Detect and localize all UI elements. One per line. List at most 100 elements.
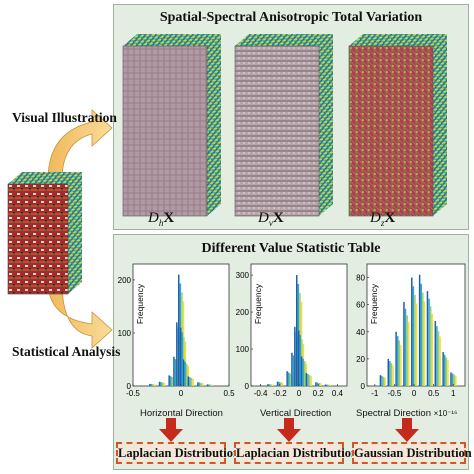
y-axis-label: Frequency [135,283,145,324]
distribution-label-spectral: Gaussian Distribution [352,442,472,464]
x-tick-label: 0.5 [223,389,235,398]
bar [181,332,184,386]
bar [328,384,330,386]
bar [384,377,386,386]
bar [158,381,161,386]
bar [324,384,327,386]
bar [302,358,304,386]
y-tick-label: 100 [118,329,132,338]
x-tick-label: 0 [179,389,184,398]
bar [197,382,199,386]
bar [310,376,312,386]
bar [206,384,209,386]
curved-arrow-down-icon [47,281,113,349]
bar [382,376,385,386]
bar [186,363,188,386]
x-tick-label: 0.2 [313,389,325,398]
bar [160,382,162,386]
bar [270,384,272,386]
bar [286,371,288,386]
bar [300,356,303,386]
bar [292,355,295,386]
visual-illustration-label: Visual Illustration [12,110,117,125]
bar [398,340,401,386]
bar [396,336,399,386]
bar [272,384,274,386]
bar [278,381,280,386]
bar [174,359,177,386]
y-tick-label: 200 [236,308,250,317]
x-tick-label: -0.2 [273,389,287,398]
bar [453,374,455,386]
x-tick-label: -0.5 [388,389,402,398]
bar [437,331,440,386]
bar [422,292,424,386]
bar [176,322,178,386]
bar [315,382,317,386]
y-tick-label: 100 [236,345,250,354]
bar [168,375,170,386]
bar [445,357,448,386]
bar [411,277,413,386]
bar [150,384,153,386]
y-tick-label: 300 [236,271,250,280]
top-panel-title: Spatial-Spectral Anisotropic Total Varia… [159,10,423,25]
histogram-chart-2: 0 100 200 300 -0.4 -0.2 0 0.2 0.4 Frequency [236,263,348,398]
bar [436,326,438,386]
bar [297,330,300,386]
bar [296,275,298,386]
x-tick-label: 1 [451,389,456,398]
x-tick-label: -0.5 [126,389,140,398]
bar [406,315,408,386]
x-tick-label: 0.4 [332,389,344,398]
bar [439,336,441,386]
bar [431,313,434,386]
bar [184,361,186,386]
bar [381,376,383,386]
bar [304,361,306,386]
bar [210,384,212,386]
chart2-xlabel: Vertical Direction [260,408,332,419]
bar [192,378,194,386]
bar [318,382,320,386]
chart1-xlabel: Horizontal Direction [140,408,223,419]
bar [395,331,397,386]
y-axis-label: Frequency [369,283,379,324]
bar [414,294,416,386]
bar [429,306,432,386]
bar [400,344,402,386]
bar [379,375,382,386]
y-tick-label: 0 [361,382,366,391]
bar [179,327,182,386]
bar [423,301,426,386]
bar [267,384,269,386]
source-illustration [7,109,113,349]
bar [320,383,322,386]
bar [299,334,302,386]
bar [450,372,452,386]
chart3-xlabel: Spectral Direction ×10⁻¹⁶ [356,408,458,419]
bar [442,352,444,386]
x-tick-label: 0 [297,389,302,398]
bar [307,374,309,386]
cube-label-dz: DzX [370,210,396,228]
curved-arrow-up-icon [47,109,113,181]
cube-label-dv: DvX [258,210,284,228]
bar [288,372,290,386]
bar [434,320,437,386]
bar [162,382,164,386]
y-tick-label: 80 [356,274,365,283]
down-arrow-icon [159,418,183,442]
bar [329,384,332,386]
cube-dz [348,34,447,217]
bar [390,363,393,386]
bar [294,326,296,386]
y-tick-label: 40 [356,328,365,337]
bar [392,365,394,386]
distribution-label-horizontal: Laplacian Distribution [116,442,240,464]
bar [187,365,190,386]
bar [178,274,180,386]
bar [291,352,293,386]
